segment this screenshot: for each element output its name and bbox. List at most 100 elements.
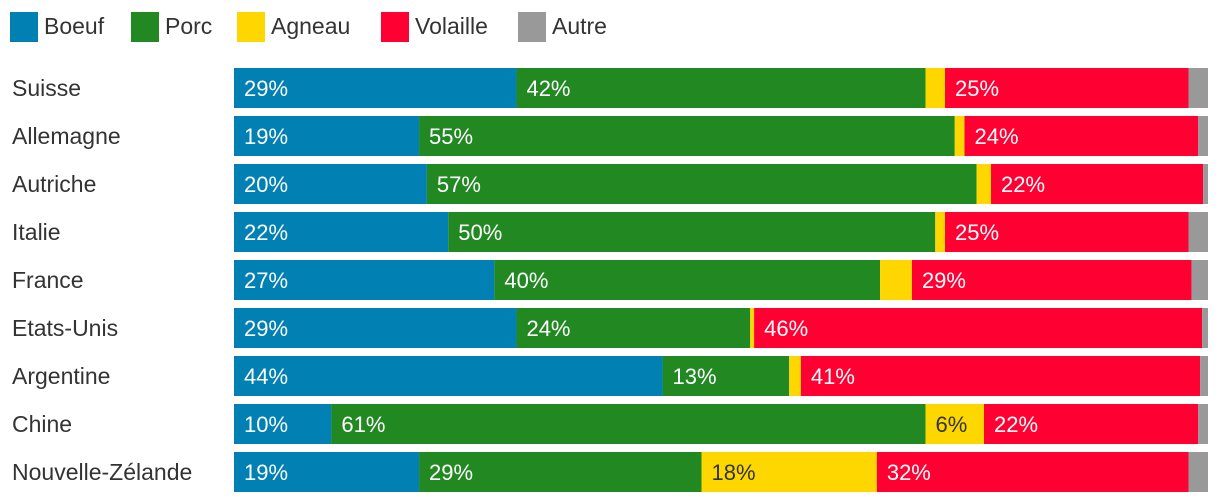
category-label-chine: Chine — [12, 411, 72, 437]
data-label-volaille-italie: 25% — [955, 220, 999, 245]
legend-swatch-autre — [518, 12, 546, 42]
legend-item-autre: Autre — [518, 12, 607, 42]
data-label-porc-suisse: 42% — [526, 76, 570, 101]
category-label-italie: Italie — [12, 219, 61, 245]
bar-segment-autre-italie — [1188, 212, 1208, 252]
bar-segment-volaille-allemagne — [964, 116, 1199, 156]
bar-segment-porc-france — [494, 260, 881, 300]
bar-segment-autre-suisse — [1188, 68, 1208, 108]
bar-segment-agneau-suisse — [925, 68, 946, 108]
legend-item-volaille: Volaille — [381, 12, 488, 42]
bar-segment-autre-argentine — [1200, 356, 1208, 396]
bar-segment-boeuf-chine — [234, 404, 332, 444]
bar-segment-boeuf-suisse — [234, 68, 517, 108]
bar-segment-agneau-allemagne — [954, 116, 965, 156]
data-label-volaille-chine: 22% — [994, 412, 1038, 437]
data-label-boeuf-etats-unis: 29% — [244, 316, 288, 341]
data-label-boeuf-allemagne: 19% — [244, 124, 288, 149]
legend-label-porc: Porc — [165, 13, 212, 39]
bar-segment-boeuf-allemagne — [234, 116, 420, 156]
bar-segment-agneau-argentine — [789, 356, 801, 396]
bar-segment-autre-autriche — [1203, 164, 1208, 204]
data-label-boeuf-suisse: 29% — [244, 76, 288, 101]
legend-label-boeuf: Boeuf — [44, 13, 105, 39]
bar-segment-porc-argentine — [662, 356, 790, 396]
data-label-boeuf-italie: 22% — [244, 220, 288, 245]
bar-segment-agneau-italie — [935, 212, 946, 252]
data-label-boeuf-france: 27% — [244, 268, 288, 293]
bar-row-nouvelle-zelande: 19% 29% 18% 32% — [234, 452, 1208, 492]
bar-segment-boeuf-autriche — [234, 164, 427, 204]
bar-segment-agneau-autriche — [976, 164, 992, 204]
bar-segment-porc-italie — [448, 212, 936, 252]
data-label-boeuf-argentine: 44% — [244, 364, 288, 389]
category-label-etats-unis: Etats-Unis — [12, 315, 118, 341]
legend-item-boeuf: Boeuf — [10, 12, 105, 42]
bar-segment-autre-chine — [1198, 404, 1208, 444]
bar-row-argentine: 44% 13% 41% — [234, 356, 1208, 396]
bar-segment-boeuf-argentine — [234, 356, 663, 396]
bars: 29% 42% 25% 19% 55% 24% 20% 57% 22% 22% 50% 25% 27% 4… — [234, 68, 1208, 492]
bar-segment-boeuf-etats-unis — [234, 308, 517, 348]
bar-segment-porc-nouvelle-zelande — [419, 452, 702, 492]
bar-segment-agneau-france — [880, 260, 912, 300]
category-label-suisse: Suisse — [12, 75, 81, 101]
bar-segment-autre-etats-unis — [1202, 308, 1208, 348]
bar-segment-autre-france — [1191, 260, 1208, 300]
bar-row-autriche: 20% 57% 22% — [234, 164, 1208, 204]
data-label-porc-italie: 50% — [458, 220, 502, 245]
bar-segment-volaille-chine — [983, 404, 1199, 444]
data-label-porc-allemagne: 55% — [429, 124, 473, 149]
bar-row-allemagne: 19% 55% 24% — [234, 116, 1208, 156]
bar-segment-volaille-etats-unis — [754, 308, 1203, 348]
data-label-porc-chine: 61% — [341, 412, 385, 437]
bar-segment-autre-allemagne — [1198, 116, 1208, 156]
category-label-france: France — [12, 267, 84, 293]
data-label-porc-autriche: 57% — [437, 172, 481, 197]
data-label-volaille-argentine: 41% — [811, 364, 855, 389]
data-label-porc-etats-unis: 24% — [526, 316, 570, 341]
bar-segment-agneau-etats-unis — [750, 308, 755, 348]
legend-swatch-boeuf — [10, 12, 38, 42]
bar-segment-volaille-autriche — [991, 164, 1204, 204]
bar-segment-porc-suisse — [516, 68, 926, 108]
legend: Boeuf Porc Agneau Volaille Autre — [10, 12, 607, 42]
category-label-allemagne: Allemagne — [12, 123, 121, 149]
data-label-volaille-etats-unis: 46% — [764, 316, 808, 341]
legend-item-agneau: Agneau — [237, 12, 350, 42]
category-labels: Suisse Allemagne Autriche Italie France Etats… — [12, 75, 192, 485]
data-label-volaille-suisse: 25% — [955, 76, 999, 101]
bar-segment-boeuf-france — [234, 260, 495, 300]
data-label-volaille-france: 29% — [922, 268, 966, 293]
bar-segment-porc-allemagne — [419, 116, 955, 156]
bar-segment-volaille-argentine — [800, 356, 1201, 396]
data-label-boeuf-nouvelle-zelande: 19% — [244, 460, 288, 485]
data-label-agneau-chine: 6% — [936, 412, 968, 437]
bar-segment-porc-autriche — [426, 164, 977, 204]
bar-segment-porc-etats-unis — [516, 308, 751, 348]
legend-label-autre: Autre — [552, 13, 607, 39]
legend-label-volaille: Volaille — [415, 13, 488, 39]
data-label-porc-france: 40% — [504, 268, 548, 293]
category-label-argentine: Argentine — [12, 363, 110, 389]
bar-segment-agneau-chine — [925, 404, 984, 444]
data-label-porc-nouvelle-zelande: 29% — [429, 460, 473, 485]
bar-segment-volaille-suisse — [945, 68, 1189, 108]
data-label-agneau-nouvelle-zelande: 18% — [712, 460, 756, 485]
bar-row-chine: 10% 61% 6% 22% — [234, 404, 1208, 444]
bar-segment-agneau-nouvelle-zelande — [701, 452, 877, 492]
bar-segment-porc-chine — [331, 404, 926, 444]
data-label-boeuf-autriche: 20% — [244, 172, 288, 197]
legend-swatch-agneau — [237, 12, 265, 42]
data-label-porc-argentine: 13% — [673, 364, 717, 389]
data-label-volaille-autriche: 22% — [1001, 172, 1045, 197]
bar-segment-autre-nouvelle-zelande — [1188, 452, 1208, 492]
bar-segment-volaille-nouvelle-zelande — [876, 452, 1189, 492]
bar-segment-volaille-italie — [945, 212, 1189, 252]
data-label-volaille-allemagne: 24% — [975, 124, 1019, 149]
legend-label-agneau: Agneau — [271, 13, 350, 39]
bar-row-etats-unis: 29% 24% 46% — [234, 308, 1208, 348]
bar-segment-boeuf-nouvelle-zelande — [234, 452, 420, 492]
data-label-volaille-nouvelle-zelande: 32% — [887, 460, 931, 485]
